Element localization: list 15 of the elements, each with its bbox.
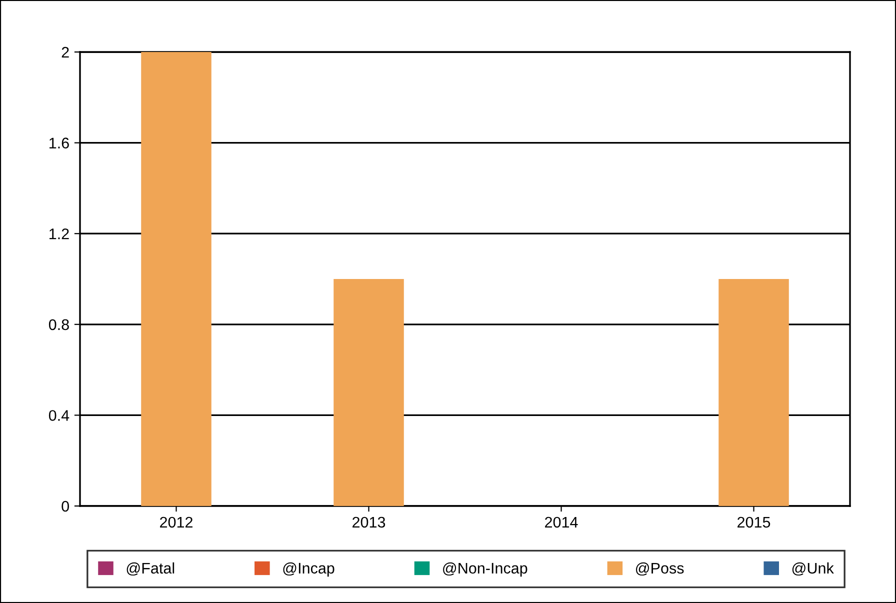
legend-label: @Fatal (126, 562, 174, 576)
y-tick-label: 0.8 (48, 319, 69, 330)
x-tick-label: 2014 (545, 516, 578, 528)
x-tick-label: 2012 (160, 516, 192, 528)
legend-label: @Unk (792, 562, 834, 576)
y-tick-label: 0 (62, 500, 69, 512)
legend-label: @Non-Incap (443, 562, 528, 577)
y-tick-label: 0.4 (48, 410, 70, 421)
y-tick-label: 1.2 (50, 228, 69, 240)
legend-label: @Incap (283, 562, 334, 577)
x-tick-label: 2015 (738, 516, 770, 528)
y-tick-label: 1.6 (50, 138, 69, 148)
x-tick-label: 2013 (352, 516, 386, 528)
legend-label: @Poss (636, 562, 684, 576)
y-tick-label: 2 (62, 46, 69, 58)
